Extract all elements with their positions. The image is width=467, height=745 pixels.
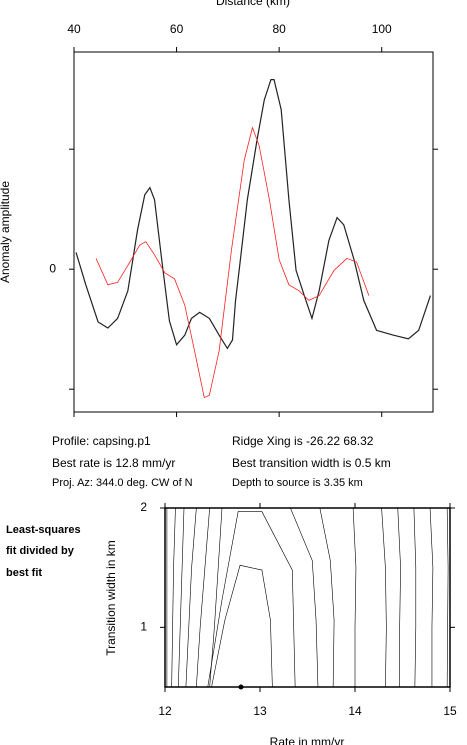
annotation: Best transition width is 0.5 km bbox=[232, 456, 391, 470]
contour-line bbox=[381, 507, 387, 688]
contour-line bbox=[290, 507, 319, 688]
annotation: Profile: capsing.p1 bbox=[52, 434, 151, 448]
x-tick-label: 15 bbox=[443, 704, 457, 718]
contour-line bbox=[397, 507, 401, 687]
x-tick-label: 40 bbox=[67, 22, 81, 36]
x-tick-label: 12 bbox=[158, 704, 172, 718]
annotation: Depth to source is 3.35 km bbox=[232, 477, 363, 489]
annotation: fit divided by bbox=[6, 545, 75, 557]
plot-frame bbox=[164, 507, 451, 688]
contour-line bbox=[185, 507, 197, 688]
annotation: Best rate is 12.8 mm/yr bbox=[52, 456, 175, 470]
contour-line bbox=[209, 507, 223, 688]
x-tick-label: 80 bbox=[272, 22, 286, 36]
contour-line bbox=[178, 507, 185, 688]
x-tick-label: 14 bbox=[348, 704, 362, 718]
y-axis-label: Transition width in km bbox=[104, 540, 118, 656]
contour-line bbox=[413, 507, 417, 688]
x-axis-label: Distance (km) bbox=[216, 0, 290, 8]
plot-frame bbox=[73, 51, 434, 413]
contour-line bbox=[429, 507, 434, 687]
contour-line bbox=[196, 507, 210, 688]
x-axis-label: Rate in mm/yr bbox=[270, 735, 345, 745]
y-tick-label: 0 bbox=[49, 261, 56, 275]
x-tick-label: 13 bbox=[253, 704, 267, 718]
annotation: best fit bbox=[6, 567, 42, 579]
line bbox=[95, 126, 370, 399]
contour-line bbox=[352, 507, 357, 687]
contour-line bbox=[207, 511, 296, 688]
contour-line bbox=[171, 507, 176, 688]
annotation: Ridge Xing is -26.22 68.32 bbox=[232, 434, 374, 448]
annotation: Least-squares bbox=[6, 524, 81, 536]
line bbox=[75, 79, 432, 350]
x-tick-label: 100 bbox=[372, 22, 392, 36]
y-tick-label: 2 bbox=[140, 500, 147, 514]
y-tick-label: 1 bbox=[140, 620, 147, 634]
contour-line bbox=[211, 564, 273, 688]
contour-line bbox=[446, 507, 449, 688]
annotation: Proj. Az: 344.0 deg. CW of N bbox=[52, 477, 193, 489]
y-axis-label: Anomaly amplitude bbox=[0, 181, 12, 283]
x-tick-label: 60 bbox=[170, 22, 184, 36]
contour-line bbox=[319, 507, 335, 688]
